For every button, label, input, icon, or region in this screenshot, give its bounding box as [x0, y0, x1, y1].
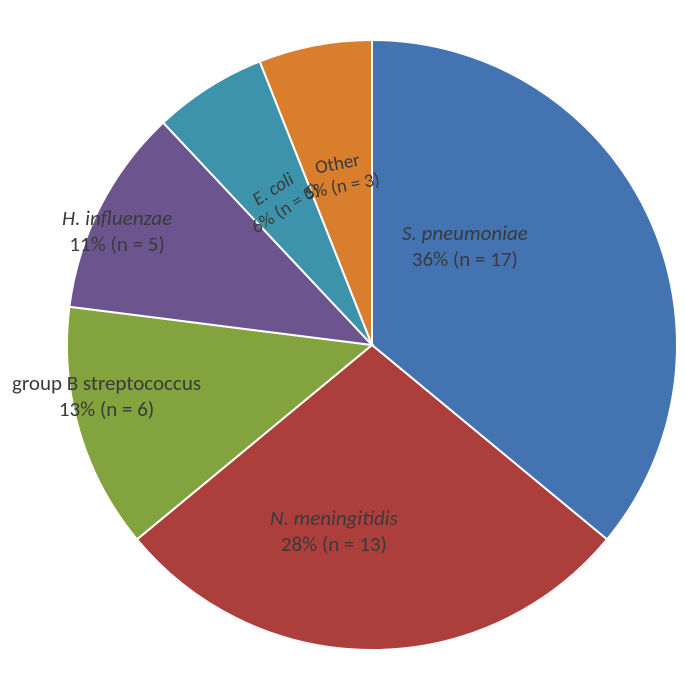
slice-name: S. pneumoniae — [402, 220, 528, 246]
slice-name: group B streptococcus — [12, 370, 201, 396]
pie-chart-svg: E. coli6% (n = 3)Other6% (n = 3) — [0, 0, 685, 690]
slice-stat: 28% (n = 13) — [281, 531, 387, 557]
slice-name: N. meningitidis — [270, 505, 398, 531]
slice-stat: 36% (n = 17) — [412, 246, 518, 272]
slice-label-group-b-strep: group B streptococcus 13% (n = 6) — [12, 370, 201, 423]
pie-slices — [67, 40, 677, 650]
slice-label-n-meningitidis: N. meningitidis 28% (n = 13) — [270, 505, 398, 558]
slice-label-s-pneumoniae: S. pneumoniae 36% (n = 17) — [402, 220, 528, 273]
slice-stat: 13% (n = 6) — [59, 396, 154, 422]
slice-label-h-influenzae: H. influenzae 11% (n = 5) — [62, 205, 172, 258]
pie-chart: E. coli6% (n = 3)Other6% (n = 3) S. pneu… — [0, 0, 685, 690]
slice-stat: 11% (n = 5) — [69, 231, 164, 257]
slice-name: H. influenzae — [62, 205, 172, 231]
